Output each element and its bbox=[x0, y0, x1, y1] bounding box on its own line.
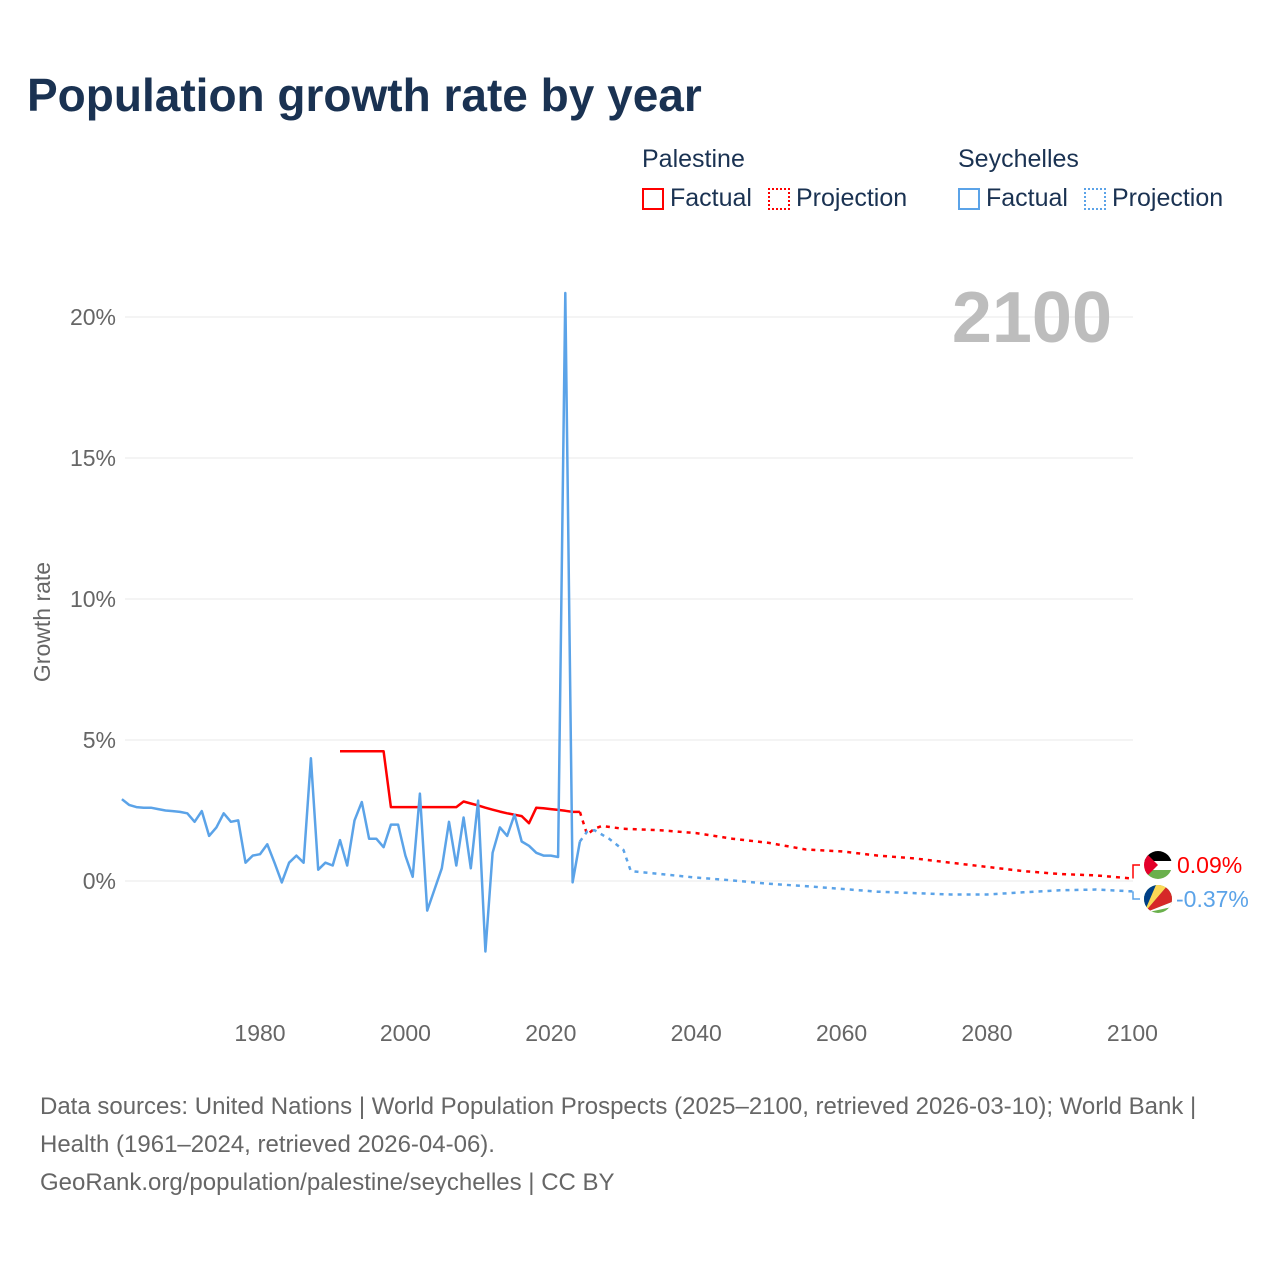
y-tick-label: 15% bbox=[70, 445, 116, 471]
legend-seychelles: Seychelles Factual Projection bbox=[958, 145, 1223, 213]
legend-swatch bbox=[1083, 187, 1106, 210]
palestine-flag-icon bbox=[1144, 851, 1172, 879]
seychelles-leader-line bbox=[1132, 891, 1140, 900]
legend-seychelles-factual[interactable]: Factual bbox=[958, 184, 1068, 213]
legend-group-name: Palestine bbox=[642, 145, 745, 173]
seychelles-factual-line bbox=[121, 291, 582, 953]
x-tick-label: 2080 bbox=[961, 1020, 1012, 1046]
x-tick-label: 2060 bbox=[816, 1020, 867, 1046]
y-tick-label: 0% bbox=[83, 868, 116, 894]
palestine-end-label: 0.09% bbox=[1177, 852, 1242, 878]
y-tick-label: 20% bbox=[70, 304, 116, 330]
palestine-factual-line bbox=[340, 750, 580, 825]
palestine-projection-line bbox=[578, 811, 1133, 880]
x-tick-label: 2000 bbox=[380, 1020, 431, 1046]
legend-seychelles-projection[interactable]: Projection bbox=[1083, 184, 1224, 213]
legend-palestine-factual[interactable]: Factual bbox=[642, 184, 752, 213]
legend-swatch bbox=[642, 187, 664, 210]
y-tick-label: 5% bbox=[83, 727, 116, 753]
footer: Data sources: United Nations | World Pop… bbox=[40, 1088, 1240, 1202]
chart-title: Population growth rate by year bbox=[27, 69, 702, 121]
legend-swatch bbox=[958, 187, 980, 210]
legend-label: Factual bbox=[986, 184, 1068, 212]
credit-link[interactable]: GeoRank.org/population/palestine/seychel… bbox=[40, 1169, 615, 1196]
y-tick-label: 10% bbox=[70, 586, 116, 612]
x-tick-label: 2040 bbox=[671, 1020, 722, 1046]
year-watermark: 2100 bbox=[952, 278, 1112, 358]
legend-label: Projection bbox=[795, 184, 908, 212]
x-tick-label: 2020 bbox=[525, 1020, 576, 1046]
legend-label: Projection bbox=[1111, 184, 1224, 212]
seychelles-flag-icon bbox=[1144, 885, 1172, 913]
legend-group-name: Seychelles bbox=[958, 145, 1079, 173]
legend-label: Factual bbox=[670, 184, 752, 212]
seychelles-projection-line bbox=[578, 828, 1133, 896]
x-tick-label: 2100 bbox=[1107, 1020, 1158, 1046]
palestine-leader-line bbox=[1132, 864, 1140, 879]
legend-palestine: Palestine Factual Projection bbox=[642, 145, 907, 213]
data-sources: Data sources: United Nations | World Pop… bbox=[40, 1093, 1197, 1158]
y-axis-label: Growth rate bbox=[29, 562, 55, 682]
legend-swatch bbox=[767, 187, 790, 210]
legend-palestine-projection[interactable]: Projection bbox=[767, 184, 908, 213]
seychelles-end-label: -0.37% bbox=[1176, 886, 1249, 912]
x-tick-label: 1980 bbox=[234, 1020, 285, 1046]
